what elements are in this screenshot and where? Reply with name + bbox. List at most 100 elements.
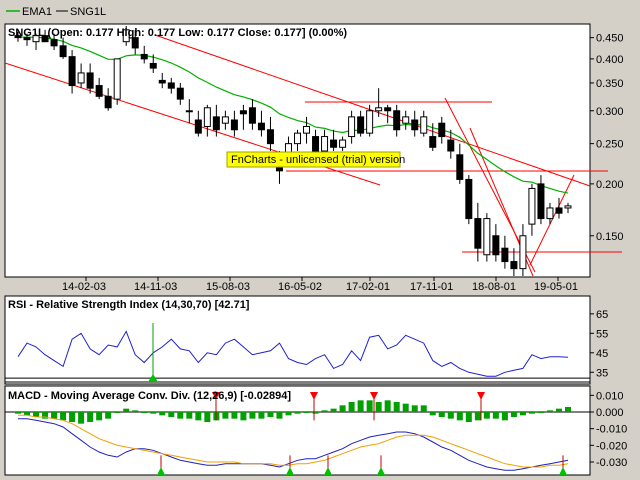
legend-bar: EMA1 SNG1L bbox=[6, 6, 106, 18]
macd-y-axis: 0.010 0.000 -0.010 -0.020 -0.030 bbox=[590, 390, 627, 469]
date-tick-label: 17-02-01 bbox=[346, 281, 390, 293]
macd-signals bbox=[157, 392, 567, 475]
candle-body bbox=[537, 183, 545, 220]
candle-body bbox=[357, 116, 365, 134]
candle-body bbox=[104, 95, 112, 109]
rsi-header: RSI - Relative Strength Index (14,30,70)… bbox=[8, 299, 250, 311]
watermark-text: FnCharts - unlicensed (trial) version bbox=[231, 154, 405, 166]
macd-histogram-bar bbox=[60, 412, 67, 421]
macd-buy-marker bbox=[324, 467, 332, 475]
macd-line-path bbox=[18, 418, 569, 471]
candle-body bbox=[212, 116, 220, 131]
macd-histogram-bar bbox=[267, 412, 274, 417]
date-tick-label: 17-11-01 bbox=[410, 281, 453, 293]
rsi-grid bbox=[5, 377, 590, 383]
macd-sell-marker bbox=[310, 392, 318, 400]
date-x-axis: 14-02-03 14-11-03 15-08-03 16-05-02 17-02-01… bbox=[62, 277, 578, 293]
candle-body bbox=[492, 235, 500, 256]
macd-histogram-bar bbox=[447, 412, 454, 419]
price-tick-label: 0.250 bbox=[596, 139, 624, 151]
macd-histogram-bar bbox=[402, 403, 409, 412]
rsi-panel[interactable] bbox=[4, 295, 591, 385]
signal-line-path bbox=[18, 414, 569, 468]
candle-body bbox=[402, 116, 410, 124]
macd-histogram-bar bbox=[438, 412, 445, 417]
candle-body bbox=[194, 119, 202, 134]
date-tick-label: 14-11-03 bbox=[134, 281, 177, 293]
rsi-tick-label: 45 bbox=[596, 348, 608, 360]
candle-body bbox=[185, 110, 193, 113]
macd-histogram-bar bbox=[168, 412, 175, 417]
candle-body bbox=[14, 35, 22, 39]
macd-histogram-bar bbox=[42, 412, 49, 419]
ema-path bbox=[17, 36, 569, 194]
rsi-tick-label: 35 bbox=[596, 367, 608, 379]
candle-body bbox=[510, 261, 518, 270]
macd-histogram-bar bbox=[159, 412, 166, 416]
candle-body bbox=[176, 87, 184, 100]
candle-body bbox=[248, 107, 256, 124]
rsi-tick-label: 55 bbox=[596, 328, 608, 340]
date-tick-label: 19-05-01 bbox=[534, 281, 578, 293]
macd-buy-marker bbox=[377, 467, 385, 475]
macd-histogram-bar bbox=[357, 400, 364, 412]
candle-body bbox=[519, 235, 527, 270]
macd-histogram-bar bbox=[123, 408, 130, 412]
candle-body bbox=[294, 132, 302, 145]
trend-line bbox=[529, 174, 575, 266]
macd-histogram-bar bbox=[510, 412, 517, 417]
macd-histogram-bar bbox=[78, 412, 85, 424]
rsi-tick-label: 65 bbox=[596, 309, 608, 321]
macd-histogram-bar bbox=[456, 412, 463, 421]
macd-histogram-bar bbox=[276, 412, 283, 419]
symbol-legend-label: SNG1L bbox=[70, 6, 106, 18]
candle-body bbox=[528, 187, 536, 225]
macd-histogram-bar bbox=[24, 412, 31, 416]
price-tick-label: 0.200 bbox=[596, 179, 624, 191]
macd-histogram-bar bbox=[33, 412, 40, 417]
macd-histogram-bar bbox=[366, 400, 373, 412]
candle-body bbox=[32, 35, 40, 43]
candle-body bbox=[203, 107, 211, 127]
macd-histogram-bar bbox=[231, 412, 238, 419]
candle-body bbox=[420, 116, 428, 134]
candle-body bbox=[23, 37, 31, 41]
price-tick-label: 0.350 bbox=[596, 78, 624, 90]
rsi-signals bbox=[148, 323, 158, 382]
candles bbox=[14, 26, 572, 276]
macd-tick-label: 0.000 bbox=[596, 407, 624, 419]
macd-histogram-bar bbox=[492, 412, 499, 419]
candle-body bbox=[447, 139, 455, 152]
macd-histogram-bar bbox=[69, 412, 76, 422]
candle-body bbox=[68, 56, 76, 87]
macd-histogram-bar bbox=[348, 402, 355, 412]
price-tick-label: 0.400 bbox=[596, 54, 624, 66]
macd-histogram bbox=[15, 400, 571, 424]
macd-histogram-bar bbox=[420, 405, 427, 412]
macd-histogram-bar bbox=[87, 412, 94, 422]
macd-buy-marker bbox=[286, 467, 294, 475]
candle-body bbox=[366, 110, 374, 134]
macd-histogram-bar bbox=[240, 412, 247, 421]
candle-body bbox=[239, 110, 247, 115]
candle-body bbox=[375, 107, 383, 112]
macd-histogram-bar bbox=[474, 412, 481, 421]
macd-histogram-bar bbox=[339, 405, 346, 412]
price-header: SNG1L (Open: 0.177 High: 0.177 Low: 0.17… bbox=[8, 27, 347, 39]
macd-histogram-bar bbox=[528, 412, 535, 414]
date-tick-label: 18-08-01 bbox=[472, 281, 516, 293]
price-tick-label: 0.300 bbox=[596, 106, 624, 118]
rsi-y-axis: 65 55 45 35 bbox=[590, 309, 608, 379]
macd-histogram-bar bbox=[384, 400, 391, 412]
candle-body bbox=[474, 218, 482, 249]
macd-histogram-bar bbox=[51, 412, 58, 419]
candle-body bbox=[411, 119, 419, 131]
candle-body bbox=[555, 207, 563, 214]
candle-body bbox=[59, 45, 67, 58]
macd-sell-marker bbox=[370, 392, 378, 400]
macd-histogram-bar bbox=[411, 405, 418, 412]
macd-tick-label: -0.020 bbox=[596, 440, 627, 452]
macd-histogram-bar bbox=[330, 408, 337, 412]
candle-body bbox=[330, 139, 338, 148]
